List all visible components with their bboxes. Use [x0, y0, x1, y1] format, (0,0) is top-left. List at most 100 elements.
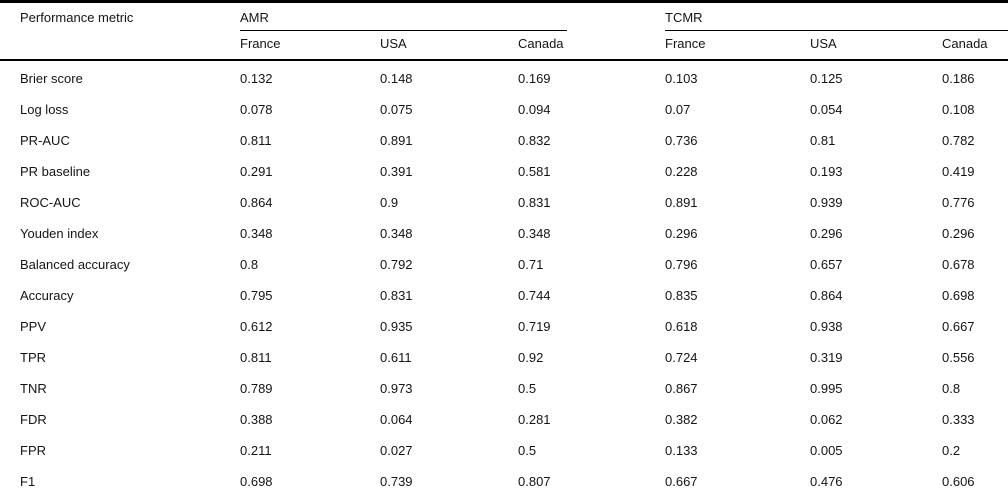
metric-label: PR-AUC — [20, 133, 70, 148]
table-row: TNR 0.789 0.973 0.5 0.867 0.995 0.8 — [0, 373, 1008, 404]
group-header-row: Performance metric AMR TCMR — [0, 1, 1008, 61]
group-label-tcmr: TCMR — [665, 3, 1008, 31]
value-cell-tcmr-canada: 0.333 — [942, 412, 975, 427]
table-row: F1 0.698 0.739 0.807 0.667 0.476 0.606 — [0, 466, 1008, 496]
value-cell-amr-canada: 0.094 — [518, 102, 551, 117]
value-cell-amr-france: 0.348 — [240, 226, 273, 241]
value-cell-tcmr-usa: 0.81 — [810, 133, 836, 148]
value-cell-tcmr-usa: 0.657 — [810, 257, 843, 272]
value-cell-amr-canada: 0.831 — [518, 195, 551, 210]
table-row: FPR 0.211 0.027 0.5 0.133 0.005 0.2 — [0, 435, 1008, 466]
value-cell-amr-usa: 0.891 — [380, 133, 413, 148]
value-cell-tcmr-usa: 0.193 — [810, 164, 843, 179]
table-body: Brier score 0.132 0.148 0.169 0.103 0.12… — [0, 60, 1008, 496]
column-header-amr-usa: USA — [380, 31, 518, 61]
value-cell-amr-usa: 0.064 — [380, 412, 413, 427]
value-cell-amr-canada: 0.5 — [518, 381, 537, 396]
metric-label: TNR — [20, 381, 47, 396]
value-cell-tcmr-usa: 0.005 — [810, 443, 843, 458]
group-header-tcmr: TCMR — [665, 2, 1008, 31]
value-cell-tcmr-canada: 0.678 — [942, 257, 975, 272]
value-cell-tcmr-france: 0.07 — [665, 102, 691, 117]
column-header-tcmr-usa: USA — [810, 31, 942, 61]
value-cell-amr-usa: 0.9 — [380, 195, 399, 210]
value-cell-amr-france: 0.811 — [240, 350, 272, 365]
value-cell-tcmr-usa: 0.054 — [810, 102, 843, 117]
metric-column-header: Performance metric — [0, 1, 240, 61]
value-cell-tcmr-canada: 0.782 — [942, 133, 975, 148]
value-cell-tcmr-france: 0.867 — [665, 381, 698, 396]
table-row: FDR 0.388 0.064 0.281 0.382 0.062 0.333 — [0, 404, 1008, 435]
value-cell-tcmr-france: 0.133 — [665, 443, 698, 458]
metric-label: FDR — [20, 412, 47, 427]
value-cell-tcmr-usa: 0.476 — [810, 474, 843, 489]
value-cell-amr-france: 0.211 — [240, 443, 272, 458]
value-cell-tcmr-canada: 0.606 — [942, 474, 975, 489]
value-cell-amr-canada: 0.744 — [518, 288, 551, 303]
table-row: PPV 0.612 0.935 0.719 0.618 0.938 0.667 — [0, 311, 1008, 342]
value-cell-amr-canada: 0.281 — [518, 412, 551, 427]
group-label-amr: AMR — [240, 3, 567, 31]
value-cell-tcmr-canada: 0.8 — [942, 381, 961, 396]
value-cell-tcmr-canada: 0.556 — [942, 350, 975, 365]
value-cell-tcmr-canada: 0.186 — [942, 71, 975, 86]
value-cell-amr-france: 0.864 — [240, 195, 273, 210]
table-row: Balanced accuracy 0.8 0.792 0.71 0.796 0… — [0, 249, 1008, 280]
value-cell-amr-canada: 0.719 — [518, 319, 551, 334]
table-row: PR baseline 0.291 0.391 0.581 0.228 0.19… — [0, 156, 1008, 187]
value-cell-tcmr-france: 0.296 — [665, 226, 698, 241]
table-header: Performance metric AMR TCMR France USA C… — [0, 1, 1008, 61]
value-cell-amr-france: 0.698 — [240, 474, 273, 489]
value-cell-amr-usa: 0.027 — [380, 443, 413, 458]
column-header-amr-canada: Canada — [518, 31, 665, 61]
value-cell-amr-france: 0.789 — [240, 381, 273, 396]
column-header-amr-france: France — [240, 31, 380, 61]
value-cell-tcmr-france: 0.103 — [665, 71, 698, 86]
metric-label: PR baseline — [20, 164, 91, 179]
value-cell-amr-france: 0.132 — [240, 71, 273, 86]
table-row: Brier score 0.132 0.148 0.169 0.103 0.12… — [0, 60, 1008, 94]
metric-label: TPR — [20, 350, 46, 365]
metric-label: FPR — [20, 443, 46, 458]
value-cell-amr-usa: 0.935 — [380, 319, 413, 334]
value-cell-amr-canada: 0.169 — [518, 71, 551, 86]
value-cell-tcmr-canada: 0.776 — [942, 195, 975, 210]
table-row: TPR 0.811 0.611 0.92 0.724 0.319 0.556 — [0, 342, 1008, 373]
value-cell-tcmr-france: 0.667 — [665, 474, 698, 489]
value-cell-tcmr-canada: 0.667 — [942, 319, 975, 334]
value-cell-amr-canada: 0.581 — [518, 164, 551, 179]
value-cell-tcmr-france: 0.736 — [665, 133, 698, 148]
value-cell-amr-usa: 0.739 — [380, 474, 413, 489]
value-cell-tcmr-france: 0.228 — [665, 164, 698, 179]
value-cell-amr-canada: 0.92 — [518, 350, 544, 365]
column-header-tcmr-france: France — [665, 31, 810, 61]
value-cell-amr-canada: 0.832 — [518, 133, 551, 148]
table-row: PR-AUC 0.811 0.891 0.832 0.736 0.81 0.78… — [0, 125, 1008, 156]
value-cell-amr-canada: 0.348 — [518, 226, 551, 241]
metric-label: Balanced accuracy — [20, 257, 130, 272]
value-cell-amr-usa: 0.831 — [380, 288, 413, 303]
value-cell-amr-france: 0.612 — [240, 319, 273, 334]
value-cell-amr-france: 0.078 — [240, 102, 273, 117]
value-cell-amr-france: 0.811 — [240, 133, 272, 148]
metric-label: Youden index — [20, 226, 99, 241]
value-cell-tcmr-usa: 0.125 — [810, 71, 843, 86]
value-cell-tcmr-canada: 0.296 — [942, 226, 975, 241]
value-cell-amr-canada: 0.807 — [518, 474, 551, 489]
metric-label: ROC-AUC — [20, 195, 81, 210]
value-cell-tcmr-usa: 0.939 — [810, 195, 843, 210]
value-cell-amr-canada: 0.5 — [518, 443, 537, 458]
value-cell-tcmr-france: 0.891 — [665, 195, 698, 210]
value-cell-amr-canada: 0.71 — [518, 257, 544, 272]
metric-label: F1 — [20, 474, 36, 489]
value-cell-amr-usa: 0.611 — [380, 350, 412, 365]
metric-label: Log loss — [20, 102, 69, 117]
value-cell-tcmr-france: 0.618 — [665, 319, 698, 334]
value-cell-tcmr-france: 0.382 — [665, 412, 698, 427]
value-cell-amr-usa: 0.973 — [380, 381, 413, 396]
group-header-amr: AMR — [240, 2, 665, 31]
value-cell-amr-usa: 0.075 — [380, 102, 413, 117]
value-cell-amr-usa: 0.391 — [380, 164, 413, 179]
value-cell-amr-usa: 0.348 — [380, 226, 413, 241]
